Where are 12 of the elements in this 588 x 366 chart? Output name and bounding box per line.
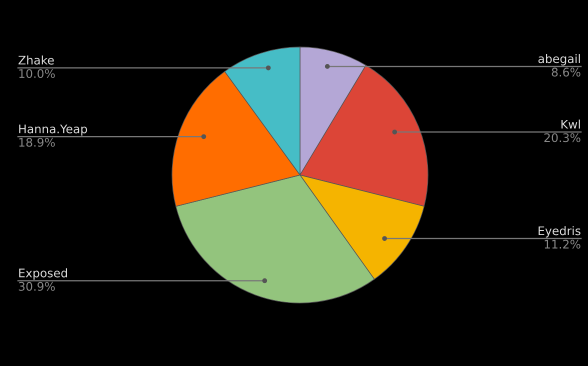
- slice-label: Hanna.Yeap: [19, 124, 88, 136]
- data-label: 30.9%: [18, 282, 55, 291]
- data-label: 11.2%: [544, 240, 580, 249]
- slice-label: Eyedris: [538, 226, 580, 238]
- data-label: 10.0%: [19, 69, 55, 78]
- slice-label: abegail: [538, 54, 580, 66]
- data-label: 20.3%: [544, 133, 580, 142]
- slice-label: Exposed: [19, 268, 67, 280]
- slice-label: Kwl: [561, 120, 580, 129]
- data-label: 18.9%: [19, 138, 55, 147]
- slice-label: Zhake: [18, 55, 54, 65]
- data-label: 8.6%: [552, 68, 580, 77]
